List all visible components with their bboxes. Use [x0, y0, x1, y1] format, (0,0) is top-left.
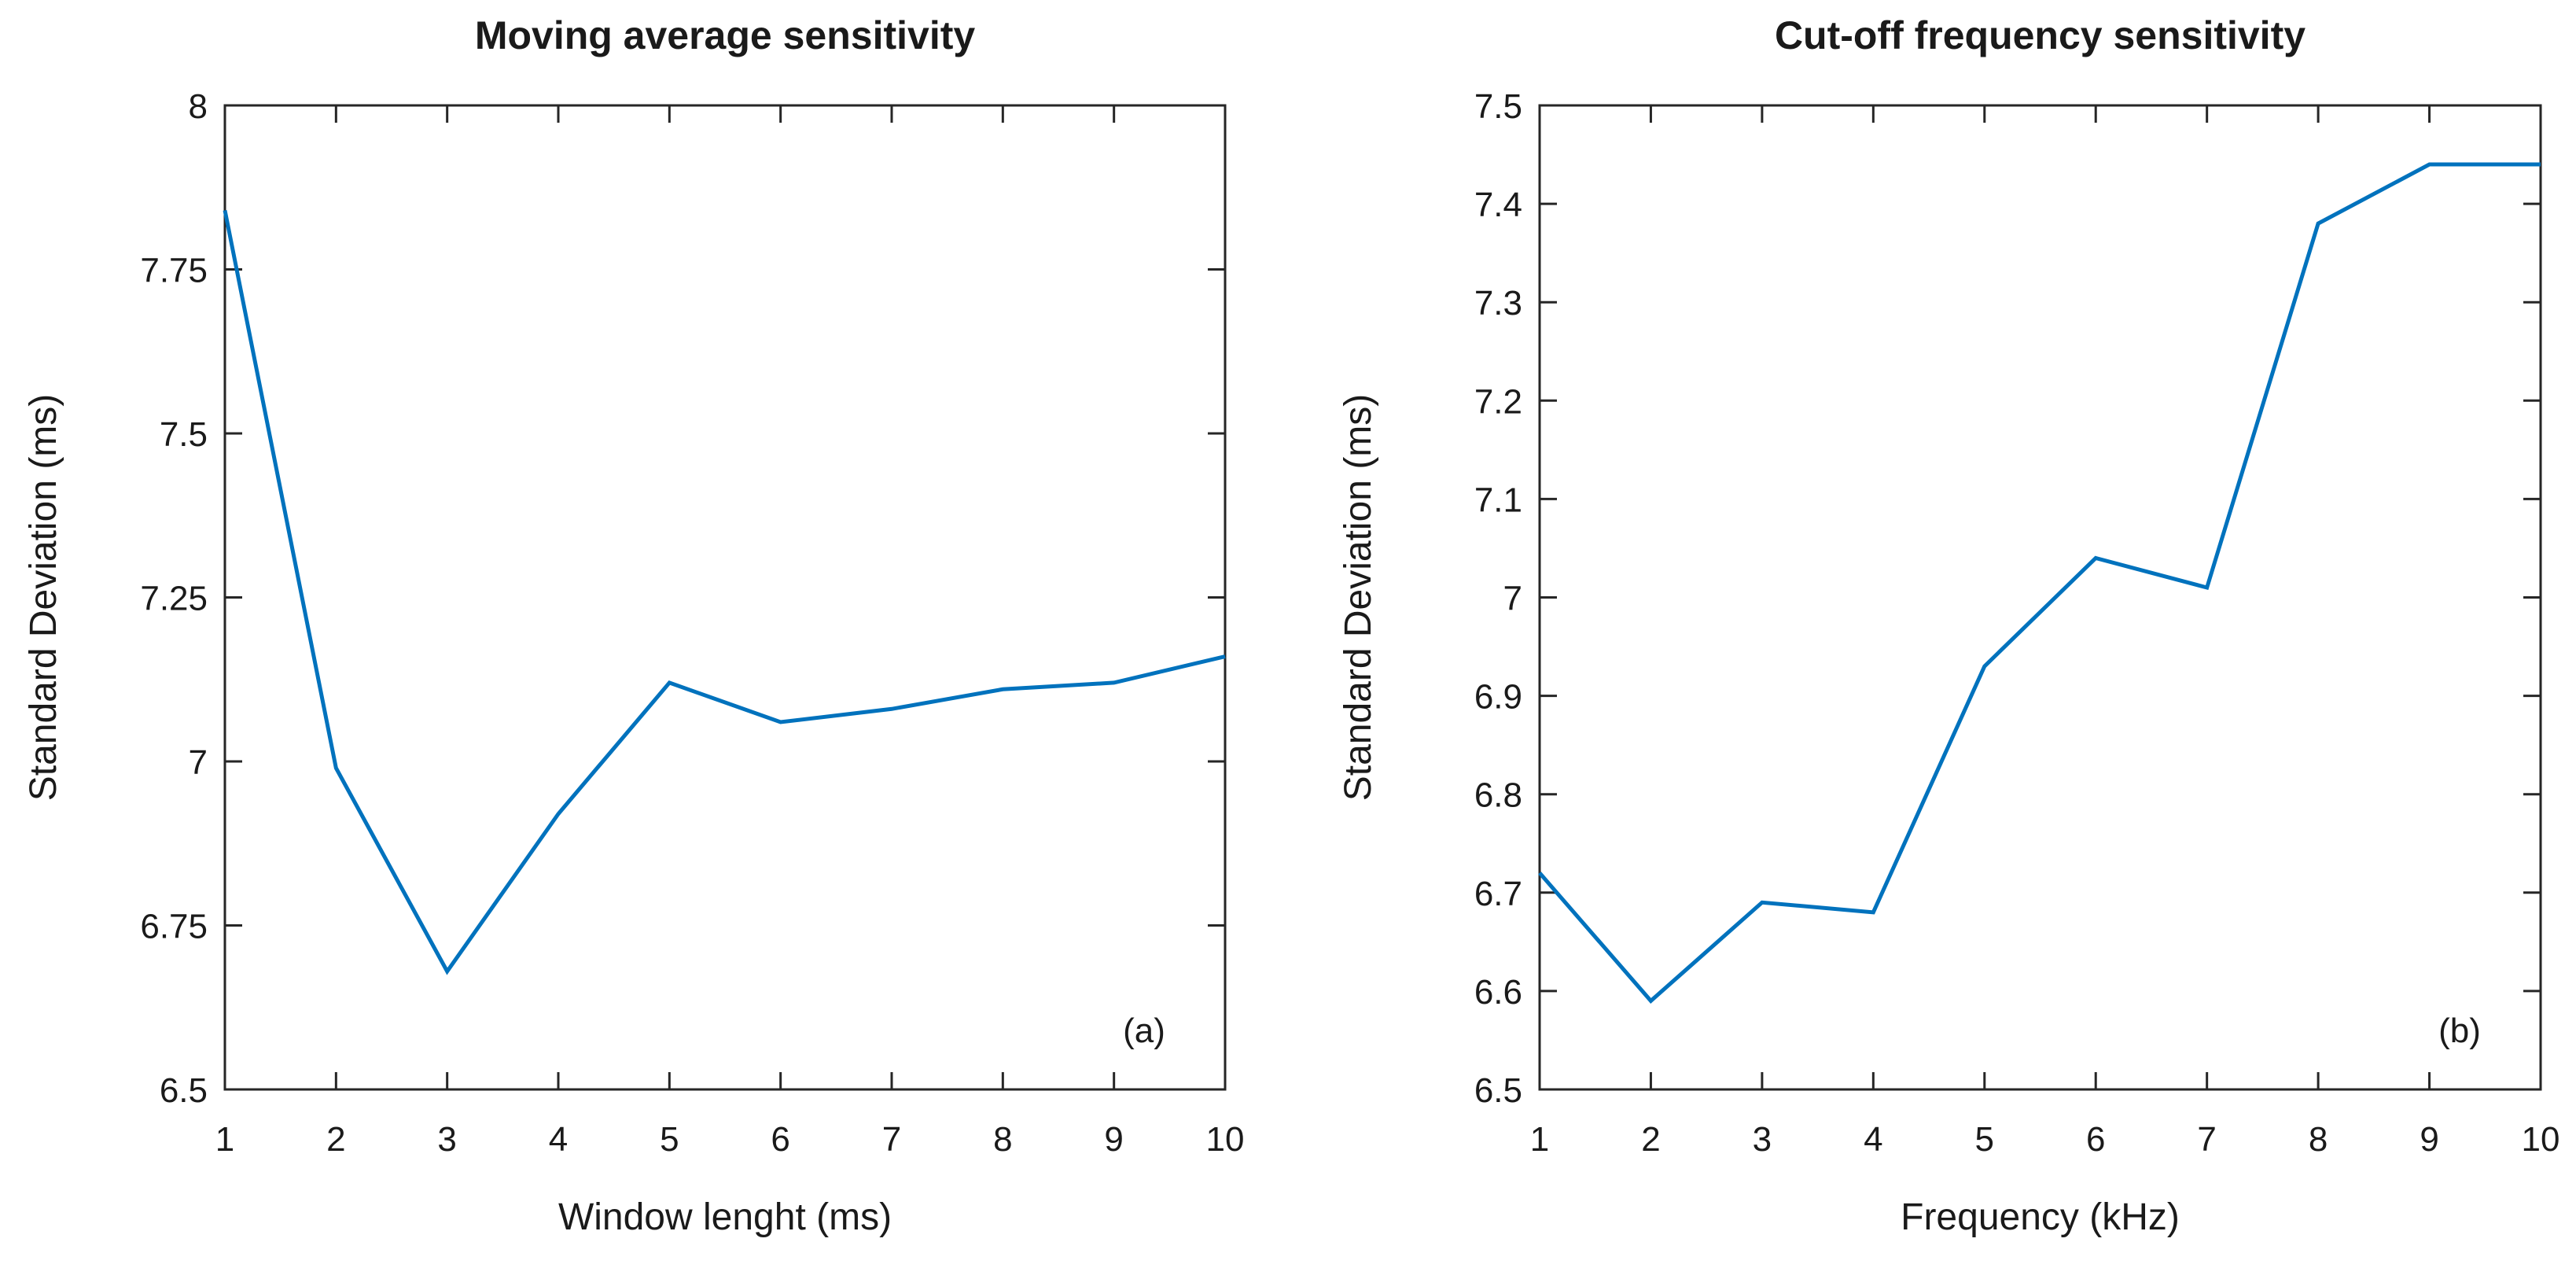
y-tick-label: 7.5: [1474, 87, 1522, 126]
y-tick-label: 7: [189, 743, 208, 782]
y-tick-label: 6.75: [140, 908, 208, 946]
y-tick-label: 7.75: [140, 252, 208, 290]
x-tick-label: 5: [1975, 1120, 1994, 1159]
y-tick-label: 7.5: [160, 415, 208, 454]
y-axis-label: Standard Deviation (ms): [1338, 394, 1379, 802]
y-tick-label: 7.3: [1474, 284, 1522, 323]
y-tick-label: 6.8: [1474, 776, 1522, 815]
x-tick-label: 8: [993, 1120, 1012, 1159]
chart-title: Cut-off frequency sensitivity: [1775, 13, 2306, 57]
x-tick-label: 6: [771, 1120, 789, 1159]
line-chart-cutoff-frequency-sensitivity: 1 2 3 4 5 6 7 8 9 10 6.5 6.6 6.7 6.8 6.9 7 7.1 7.2 7.3 7.4 7…: [1338, 13, 2560, 1238]
x-tick-label: 3: [437, 1120, 456, 1159]
x-tick-label: 9: [1104, 1120, 1123, 1159]
y-tick-label: 8: [189, 87, 208, 126]
y-tick-label: 6.5: [160, 1071, 208, 1110]
y-tick-label: 7: [1503, 580, 1522, 618]
x-tick-label: 8: [2309, 1120, 2328, 1159]
x-tick-label: 1: [215, 1120, 234, 1159]
y-tick-label: 7.2: [1474, 382, 1522, 421]
x-tick-label: 2: [1641, 1120, 1660, 1159]
plot-box: [1538, 104, 2542, 1091]
x-tick-label: 9: [2420, 1120, 2438, 1159]
panel-letter-annotation: (b): [2438, 1012, 2481, 1050]
plot-box: [223, 104, 1227, 1091]
line-chart-moving-average-sensitivity: 1 2 3 4 5 6 7 8 9 10 6.5 6.75 7 7.25 7.5 7.75 8 Moving av…: [23, 13, 1245, 1238]
x-axis-label: Frequency (kHz): [1901, 1196, 2180, 1238]
y-tick-label: 7.4: [1474, 186, 1522, 224]
x-tick-label: 7: [882, 1120, 901, 1159]
panel-letter-annotation: (a): [1123, 1012, 1165, 1050]
x-tick-label: 4: [549, 1120, 568, 1159]
x-tick-label: 10: [2522, 1120, 2560, 1159]
x-tick-label: 6: [2086, 1120, 2105, 1159]
x-axis-label: Window lenght (ms): [558, 1196, 892, 1238]
series-line: [223, 209, 1226, 975]
y-tick-label: 6.7: [1474, 875, 1522, 913]
y-tick-label: 6.9: [1474, 678, 1522, 717]
x-tick-label: 2: [326, 1120, 345, 1159]
x-tick-label: 4: [1864, 1120, 1882, 1159]
x-tick-label: 10: [1206, 1120, 1245, 1159]
y-tick-label: 6.5: [1474, 1071, 1522, 1110]
y-tick-label: 6.6: [1474, 973, 1522, 1012]
chart-title: Moving average sensitivity: [475, 13, 976, 57]
panel-moving-average: 1 2 3 4 5 6 7 8 9 10 6.5 6.75 7 7.25 7.5 7.75 8 Moving av…: [0, 0, 1288, 1264]
y-axis-label: Standard Deviation (ms): [23, 394, 64, 802]
x-tick-label: 1: [1530, 1120, 1549, 1159]
y-tick-label: 7.1: [1474, 481, 1522, 519]
x-tick-label: 5: [660, 1120, 679, 1159]
y-tick-label: 7.25: [140, 580, 208, 618]
panel-cutoff-frequency: 1 2 3 4 5 6 7 8 9 10 6.5 6.6 6.7 6.8 6.9 7 7.1 7.2 7.3 7.4 7…: [1288, 0, 2576, 1264]
series-line: [1538, 162, 2541, 1004]
x-tick-label: 7: [2197, 1120, 2216, 1159]
x-tick-label: 3: [1753, 1120, 1772, 1159]
